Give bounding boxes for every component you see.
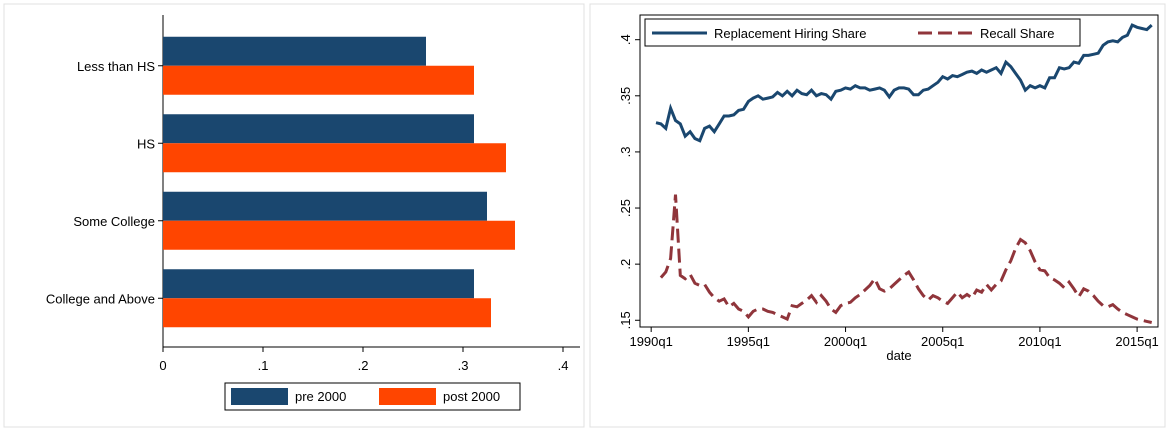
line-series bbox=[659, 194, 1153, 324]
y-tick-label: .2 bbox=[618, 259, 633, 270]
legend-swatch bbox=[379, 388, 436, 405]
legend-box bbox=[644, 18, 1081, 47]
x-tick-label: .4 bbox=[558, 358, 569, 373]
bar bbox=[163, 298, 491, 328]
x-tick-label: 1995q1 bbox=[727, 334, 770, 349]
y-tick-label: .15 bbox=[618, 311, 633, 329]
bar bbox=[163, 143, 506, 173]
x-tick-label: .1 bbox=[258, 358, 269, 373]
x-tick-label: 2015q1 bbox=[1115, 334, 1158, 349]
y-tick-label: .3 bbox=[618, 146, 633, 157]
y-tick-label: .4 bbox=[618, 34, 633, 45]
x-tick-label: .3 bbox=[458, 358, 469, 373]
y-tick-label: College and Above bbox=[46, 291, 155, 306]
y-tick-label: HS bbox=[137, 136, 155, 151]
bar bbox=[163, 114, 474, 144]
y-tick-label: Less than HS bbox=[77, 59, 155, 74]
bar bbox=[163, 220, 515, 250]
legend-label: Recall Share bbox=[980, 26, 1054, 41]
x-tick-label: 2005q1 bbox=[921, 334, 964, 349]
bar bbox=[163, 269, 474, 299]
x-tick-label: 0 bbox=[159, 358, 166, 373]
x-tick-label: 2010q1 bbox=[1018, 334, 1061, 349]
y-tick-label: .25 bbox=[618, 199, 633, 217]
legend-swatch bbox=[231, 388, 288, 405]
x-tick-label: 2000q1 bbox=[824, 334, 867, 349]
x-tick-label: 1990q1 bbox=[629, 334, 672, 349]
x-tick-label: .2 bbox=[358, 358, 369, 373]
right-panel bbox=[589, 3, 1166, 428]
plot-frame bbox=[639, 14, 1159, 328]
x-axis-title: date bbox=[886, 348, 911, 363]
legend-label: Replacement Hiring Share bbox=[714, 26, 866, 41]
bar bbox=[163, 191, 487, 221]
bar bbox=[163, 36, 426, 66]
line-series bbox=[655, 23, 1153, 143]
y-tick-label: Some College bbox=[73, 214, 155, 229]
y-tick-label: .35 bbox=[618, 87, 633, 105]
legend-label: post 2000 bbox=[443, 389, 500, 404]
legend-label: pre 2000 bbox=[295, 389, 346, 404]
bar bbox=[163, 65, 474, 95]
